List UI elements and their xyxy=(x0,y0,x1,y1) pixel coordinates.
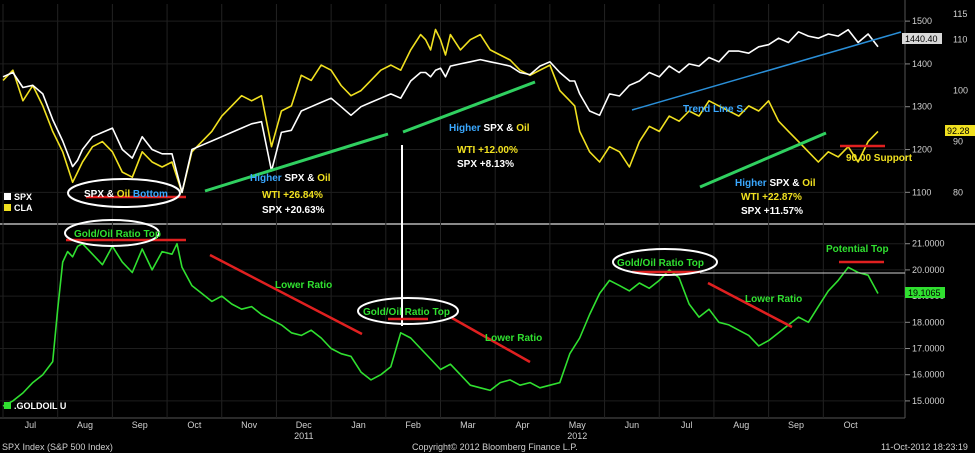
legend-top: SPX CLA xyxy=(4,192,33,213)
lower-ratio-line-1 xyxy=(209,253,363,336)
x-tick-label: Dec xyxy=(296,420,313,430)
trend-line-green-3 xyxy=(699,131,827,189)
annotation-wti-1: WTI +26.84% xyxy=(262,190,323,201)
legend-label-goldoil: .GOLDOIL U xyxy=(14,401,66,411)
x-tick-label: Feb xyxy=(405,420,421,430)
y-tick-label-spx: 1500 xyxy=(912,16,932,26)
trend-line-green-2 xyxy=(402,80,536,134)
annotation-higher-2: Higher SPX & Oil xyxy=(449,123,530,134)
annotation-lower-ratio-1: Lower Ratio xyxy=(275,280,332,291)
y-tick-label-spx: 1400 xyxy=(912,59,932,69)
x-tick-label: Sep xyxy=(788,420,804,430)
series-line-cla xyxy=(2,28,879,194)
y-tick-label-ratio: 16.0000 xyxy=(912,370,945,380)
x-tick-label: Jun xyxy=(625,420,640,430)
footer-center: Copyright© 2012 Bloomberg Finance L.P. xyxy=(412,442,578,452)
lower-ratio-line-3 xyxy=(707,281,793,329)
x-tick-label: Sep xyxy=(132,420,148,430)
annotation-ratio-top-3: Gold/Oil Ratio Top xyxy=(617,258,704,269)
ratio-top-ellipse-1 xyxy=(64,219,160,247)
footer-right: 11-Oct-2012 18:23:19 xyxy=(881,442,968,452)
annotation-spx-2: SPX +8.13% xyxy=(457,159,514,170)
overlay-lines xyxy=(64,31,905,364)
x-tick-label: Apr xyxy=(516,420,530,430)
footer-left: SPX Index (S&P 500 Index) xyxy=(2,442,113,452)
y-tick-label-ratio: 18.0000 xyxy=(912,317,945,327)
legend-swatch-goldoil xyxy=(4,402,11,409)
annotation-support: 90.00 Support xyxy=(846,153,913,164)
annotation-lower-ratio-3: Lower Ratio xyxy=(745,294,802,305)
x-tick-label: Oct xyxy=(187,420,202,430)
last-value-tags: 1440.40 92.28 19.1065 xyxy=(902,33,975,298)
spx-last-value: 1440.40 xyxy=(905,34,938,44)
cla-last-tag xyxy=(945,125,975,136)
x-tick-label: Jul xyxy=(25,420,37,430)
y-tick-label-cla: 100 xyxy=(953,86,968,96)
ratio-top-ellipse-2 xyxy=(357,297,459,325)
y-tick-label-cla: 110 xyxy=(953,35,967,45)
y-tick-label-ratio: 17.0000 xyxy=(912,344,945,354)
ratio-top-ellipse-3 xyxy=(612,248,718,276)
cla-last-value: 92.28 xyxy=(947,126,970,136)
annotation-ratio-top-2: Gold/Oil Ratio Top xyxy=(363,307,450,318)
goldoil-last-tag xyxy=(905,287,945,298)
annotation-potential-top: Potential Top xyxy=(826,244,889,255)
x-tick-label: Aug xyxy=(733,420,749,430)
series-line-goldoil xyxy=(2,242,879,407)
annotations: SPX & Oil Bottom Higher SPX & Oil WTI +2… xyxy=(74,104,913,344)
bottom-ellipse xyxy=(67,178,181,208)
annotation-bottom: SPX & Oil Bottom xyxy=(84,189,168,200)
lower-ratio-line-2 xyxy=(451,316,531,364)
y-tick-label-ratio: 20.0000 xyxy=(912,265,945,275)
grid-lines xyxy=(0,4,905,418)
x-tick-label: May xyxy=(569,420,587,430)
y-tick-label-cla: 115 xyxy=(953,9,967,19)
y-tick-label-ratio: 21.0000 xyxy=(912,239,945,249)
legend-label-spx: SPX xyxy=(14,192,32,202)
trend-line-blue xyxy=(631,31,902,111)
annotation-lower-ratio-2: Lower Ratio xyxy=(485,333,542,344)
annotation-wti-3: WTI +22.87% xyxy=(741,192,802,203)
annotation-spx-1: SPX +20.63% xyxy=(262,205,325,216)
spx-last-tag xyxy=(902,33,942,44)
annotation-wti-2: WTI +12.00% xyxy=(457,145,518,156)
legend-swatch-cla xyxy=(4,204,11,211)
annotation-ratio-top-1: Gold/Oil Ratio Top xyxy=(74,229,161,240)
legend-bottom: .GOLDOIL U xyxy=(4,401,66,411)
legend-label-cla: CLA xyxy=(14,203,33,213)
x-tick-label: Jan xyxy=(351,420,366,430)
y-tick-label-spx: 1200 xyxy=(912,145,932,155)
x-tick-label: Aug xyxy=(77,420,93,430)
annotation-spx-3: SPX +11.57% xyxy=(741,206,803,217)
y-tick-label-cla: 80 xyxy=(953,188,963,198)
trend-line-green-1 xyxy=(204,132,389,193)
annotation-trend-line: Trend Line S. xyxy=(683,104,746,115)
goldoil-last-value: 19.1065 xyxy=(908,288,941,298)
footer: SPX Index (S&P 500 Index) Copyright© 201… xyxy=(2,442,968,452)
x-tick-label: Jul xyxy=(681,420,693,430)
x-tick-label: Nov xyxy=(241,420,258,430)
y-tick-label-cla: 90 xyxy=(953,137,963,147)
x-year-label: 2011 xyxy=(294,431,313,441)
y-tick-label-spx: 1100 xyxy=(912,187,931,197)
x-tick-label: Mar xyxy=(460,420,476,430)
axes: Jul Aug Sep Oct Nov Dec Jan Feb Mar Apr May Jun Jul A… xyxy=(25,9,968,441)
legend-swatch-spx xyxy=(4,193,11,200)
series-line-spx xyxy=(2,28,879,194)
y-tick-label-spx: 1300 xyxy=(912,102,932,112)
y-tick-label-ratio: 15.0000 xyxy=(912,396,945,406)
annotation-higher-1: Higher SPX & Oil xyxy=(250,173,331,184)
annotation-higher-3: Higher SPX & Oil xyxy=(735,178,816,189)
series-group xyxy=(2,28,879,407)
x-year-label: 2012 xyxy=(567,431,587,441)
x-tick-label: Oct xyxy=(844,420,859,430)
